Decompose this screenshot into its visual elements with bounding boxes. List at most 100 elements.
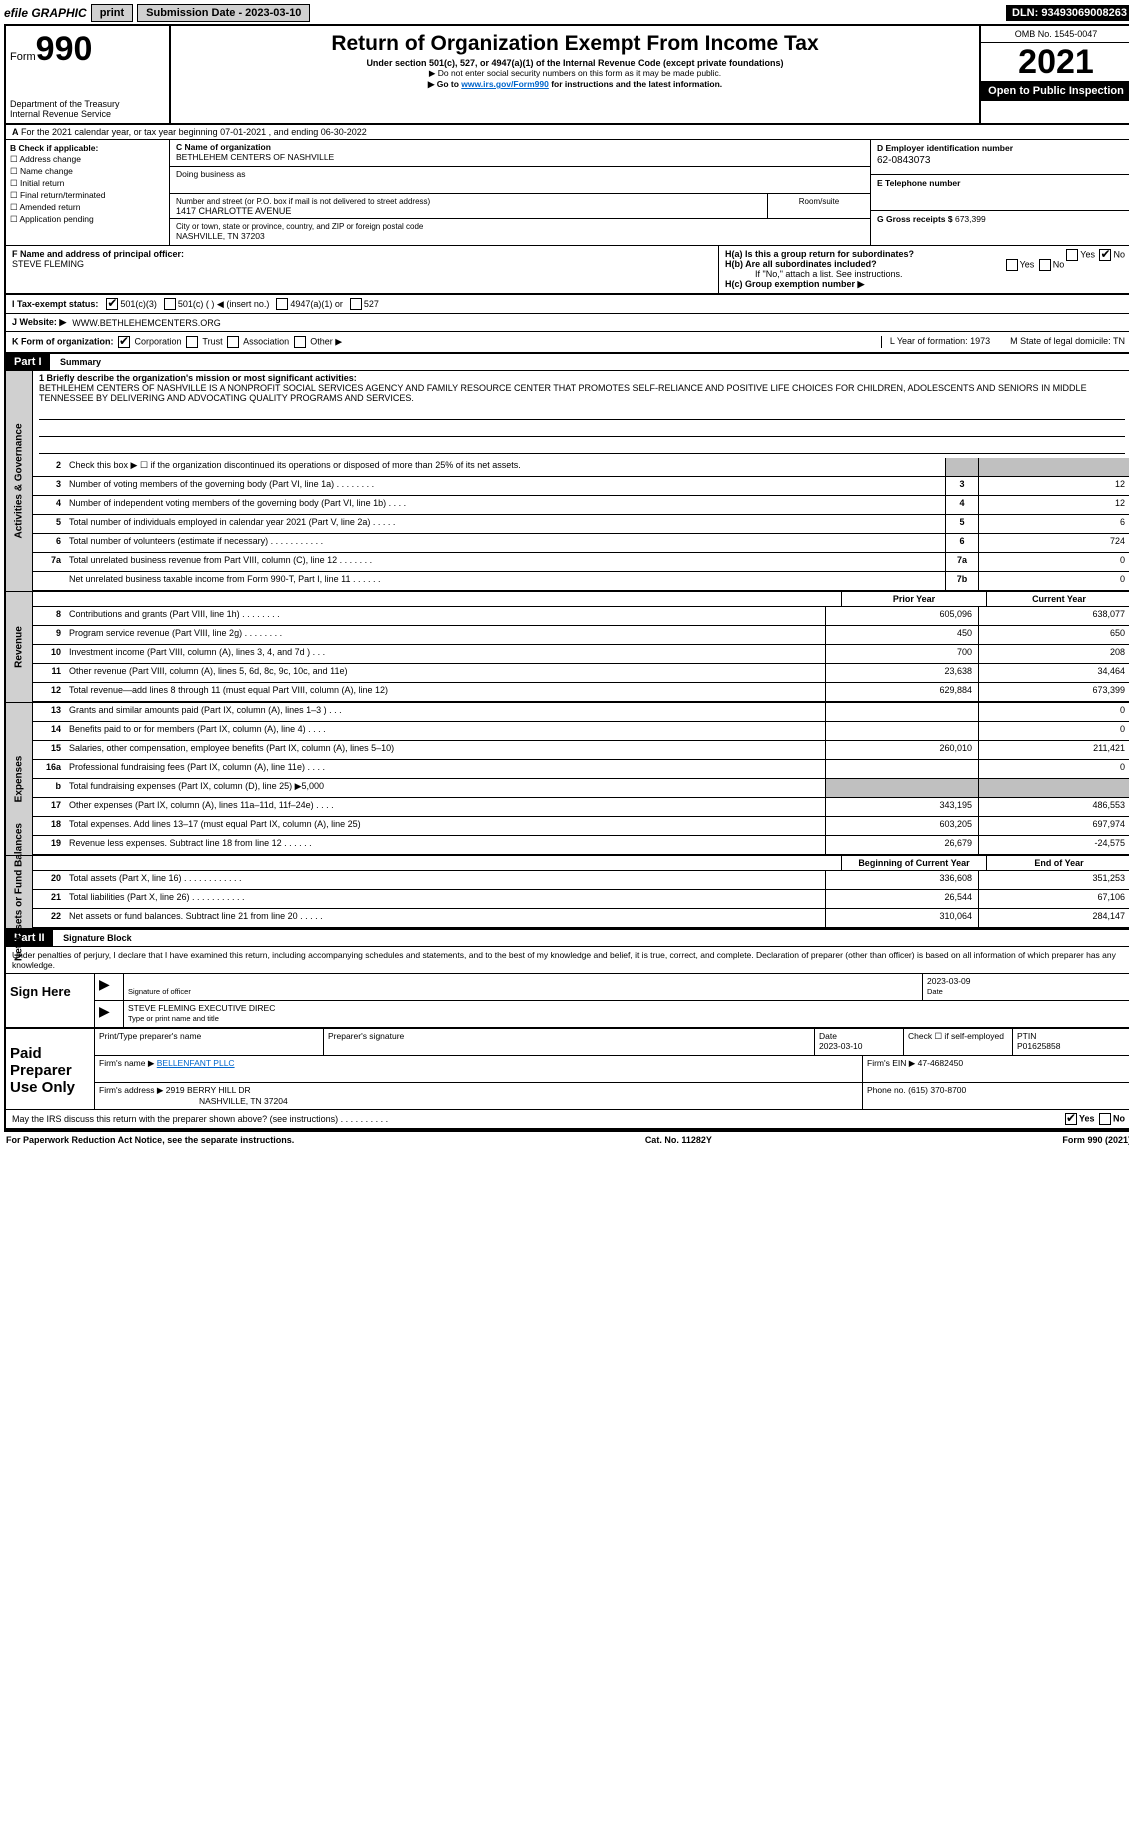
firm-phone-lbl: Phone no. [867,1085,906,1095]
firm-name-link[interactable]: BELLENFANT PLLC [157,1058,235,1068]
chk-name[interactable]: Name change [20,166,73,176]
efile-label: efile GRAPHIC [4,6,87,20]
org-name: BETHLEHEM CENTERS OF NASHVILLE [176,152,334,162]
current-year-hdr: Current Year [986,592,1129,606]
ein-value: 62-0843073 [877,153,1125,166]
prep-selfemp[interactable]: Check ☐ if self-employed [904,1029,1013,1055]
org-address: 1417 CHARLOTTE AVENUE [176,206,291,216]
opt-501c: 501(c) ( ) ◀ (insert no.) [178,299,269,310]
chk-pending[interactable]: Application pending [20,214,94,224]
dept-label: Department of the Treasury Internal Reve… [10,99,165,119]
fin-line: 15Salaries, other compensation, employee… [33,741,1129,760]
officer-name: STEVE FLEMING [12,259,84,269]
vlabel-revenue: Revenue [6,592,33,702]
firm-addr1: 2919 BERRY HILL DR [166,1085,251,1095]
k-label: K Form of organization: [12,336,114,346]
print-button[interactable]: print [91,4,133,22]
chk-address[interactable]: Address change [20,154,81,164]
hb-yes[interactable] [1006,259,1018,271]
section-b: B Check if applicable: ☐ Address change … [6,140,170,245]
ha-yes[interactable] [1066,249,1078,261]
sig-name-label: Type or print name and title [128,1014,219,1023]
note-goto-post: for instructions and the latest informat… [549,79,722,89]
chk-assoc[interactable] [227,336,239,348]
hc-label: H(c) Group exemption number ▶ [725,279,864,289]
chk-final[interactable]: Final return/terminated [20,190,106,200]
irs-link[interactable]: www.irs.gov/Form990 [461,79,549,89]
hb-label: H(b) Are all subordinates included? [725,259,877,269]
opt-other: Other ▶ [310,336,342,346]
website-value: WWW.BETHLEHEMCENTERS.ORG [72,318,221,328]
g-label: G Gross receipts $ [877,214,953,224]
c-label: C Name of organization [176,142,271,152]
chk-501c[interactable] [164,298,176,310]
fin-line: 17Other expenses (Part IX, column (A), l… [33,798,1129,817]
form-title: Return of Organization Exempt From Incom… [177,32,973,56]
fin-line: 20Total assets (Part X, line 16) . . . .… [33,871,1129,890]
city-label: City or town, state or province, country… [176,222,423,231]
fin-line: 16aProfessional fundraising fees (Part I… [33,760,1129,779]
omb-number: OMB No. 1545-0047 [981,26,1129,43]
phone-value [877,188,1125,190]
form-word: Form [10,51,36,63]
note-goto-pre: ▶ Go to [428,79,461,89]
b-label: B Check if applicable: [10,143,98,153]
part1-title: Summary [52,355,109,369]
header-right-box: OMB No. 1545-0047 2021 Open to Public In… [979,26,1129,123]
ha-label: H(a) Is this a group return for subordin… [725,249,914,259]
ptin-hdr: PTIN [1017,1031,1036,1041]
fin-line: 12Total revenue—add lines 8 through 11 (… [33,683,1129,702]
penalties-text: Under penalties of perjury, I declare th… [6,947,1129,974]
sign-here-label: Sign Here [6,974,95,1027]
room-label: Room/suite [799,197,839,206]
fin-line: 10Investment income (Part VIII, column (… [33,645,1129,664]
fin-line: 11Other revenue (Part VIII, column (A), … [33,664,1129,683]
fin-line: 21Total liabilities (Part X, line 26) . … [33,890,1129,909]
may-no[interactable] [1099,1113,1111,1125]
dln-label: DLN: 93493069008263 [1006,5,1129,21]
fin-line: 9Program service revenue (Part VIII, lin… [33,626,1129,645]
footer-left: For Paperwork Reduction Act Notice, see … [6,1135,294,1145]
part2-title: Signature Block [55,931,140,945]
i-label: I Tax-exempt status: [12,299,98,309]
arrow-icon: ▶ [99,976,110,992]
addr-label: Number and street (or P.O. box if mail i… [176,197,430,206]
chk-amended[interactable]: Amended return [20,202,81,212]
fin-line: 13Grants and similar amounts paid (Part … [33,703,1129,722]
chk-trust[interactable] [186,336,198,348]
open-inspection: Open to Public Inspection [981,81,1129,101]
chk-527[interactable] [350,298,362,310]
year-formation: L Year of formation: 1973 [890,336,990,348]
may-yes[interactable] [1065,1113,1077,1125]
gov-line: 5Total number of individuals employed in… [33,515,1129,534]
ha-no[interactable] [1099,249,1111,261]
opt-4947: 4947(a)(1) or [290,299,343,309]
header-title-box: Return of Organization Exempt From Incom… [171,26,979,123]
fin-line: 14Benefits paid to or for members (Part … [33,722,1129,741]
vlabel-netassets: Net Assets or Fund Balances [6,856,33,928]
chk-corp[interactable] [118,336,130,348]
sig-name: STEVE FLEMING EXECUTIVE DIREC [128,1003,275,1013]
form-number: 990 [36,30,93,68]
chk-501c3[interactable] [106,298,118,310]
chk-initial[interactable]: Initial return [20,178,64,188]
fin-line: 8Contributions and grants (Part VIII, li… [33,607,1129,626]
form-subtitle: Under section 501(c), 527, or 4947(a)(1)… [177,58,973,68]
fin-line: 22Net assets or fund balances. Subtract … [33,909,1129,928]
submission-date[interactable]: Submission Date - 2023-03-10 [137,4,310,22]
opt-trust: Trust [202,336,222,346]
gov-line: 2Check this box ▶ ☐ if the organization … [33,458,1129,477]
gross-receipts: 673,399 [955,214,986,224]
hb-no[interactable] [1039,259,1051,271]
hb-note: If "No," attach a list. See instructions… [725,269,1125,279]
part1-header: Part I [6,354,50,370]
firm-name-lbl: Firm's name ▶ [99,1058,154,1068]
dba-label: Doing business as [176,169,245,179]
prior-year-hdr: Prior Year [841,592,986,606]
form-id-box: Form990 Department of the Treasury Inter… [6,26,171,123]
j-label: J Website: ▶ [12,317,66,328]
chk-4947[interactable] [276,298,288,310]
gov-line: Net unrelated business taxable income fr… [33,572,1129,591]
chk-other[interactable] [294,336,306,348]
e-label: E Telephone number [877,178,960,188]
